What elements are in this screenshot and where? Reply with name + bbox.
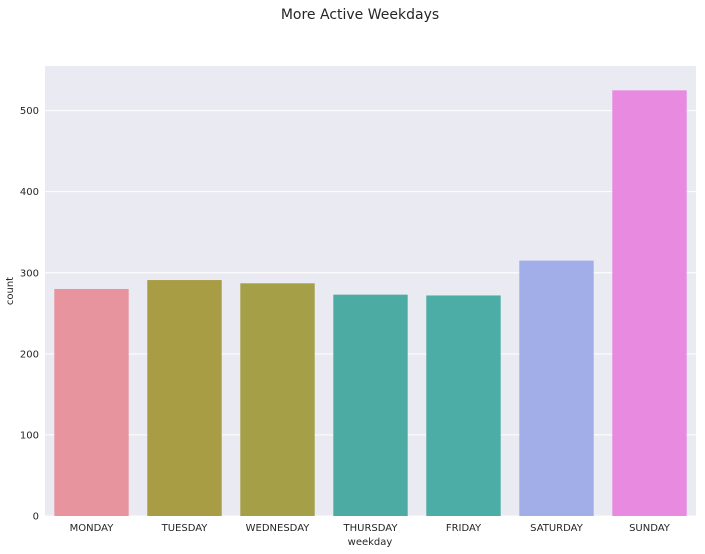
x-tick-label: MONDAY bbox=[70, 523, 115, 534]
x-tick-label: WEDNESDAY bbox=[246, 523, 311, 534]
bar-saturday bbox=[519, 260, 594, 516]
bar-tuesday bbox=[147, 280, 222, 516]
x-tick-label: FRIDAY bbox=[446, 523, 482, 534]
y-tick-label: 100 bbox=[20, 430, 39, 441]
chart-title: More Active Weekdays bbox=[281, 7, 439, 23]
bars bbox=[54, 90, 687, 516]
bar-wednesday bbox=[240, 283, 315, 516]
y-tick-label: 300 bbox=[20, 268, 39, 279]
x-axis-label: weekday bbox=[348, 537, 393, 548]
x-axis-ticks: MONDAY TUESDAY WEDNESDAY THURSDAY FRIDAY SATU… bbox=[70, 523, 671, 534]
x-tick-label: THURSDAY bbox=[343, 523, 399, 534]
x-tick-label: SATURDAY bbox=[530, 523, 584, 534]
bar-monday bbox=[54, 288, 129, 516]
y-axis-ticks: 0 100 200 300 400 500 bbox=[20, 106, 39, 522]
bar-sunday bbox=[612, 90, 687, 516]
y-tick-label: 400 bbox=[20, 187, 39, 198]
bar-thursday bbox=[333, 294, 408, 516]
x-tick-label: TUESDAY bbox=[161, 523, 209, 534]
y-tick-label: 200 bbox=[20, 349, 39, 360]
bar-friday bbox=[426, 295, 501, 516]
y-tick-label: 500 bbox=[20, 106, 39, 117]
y-tick-label: 0 bbox=[33, 512, 39, 523]
y-axis-label: count bbox=[5, 277, 16, 305]
x-tick-label: SUNDAY bbox=[629, 523, 671, 534]
